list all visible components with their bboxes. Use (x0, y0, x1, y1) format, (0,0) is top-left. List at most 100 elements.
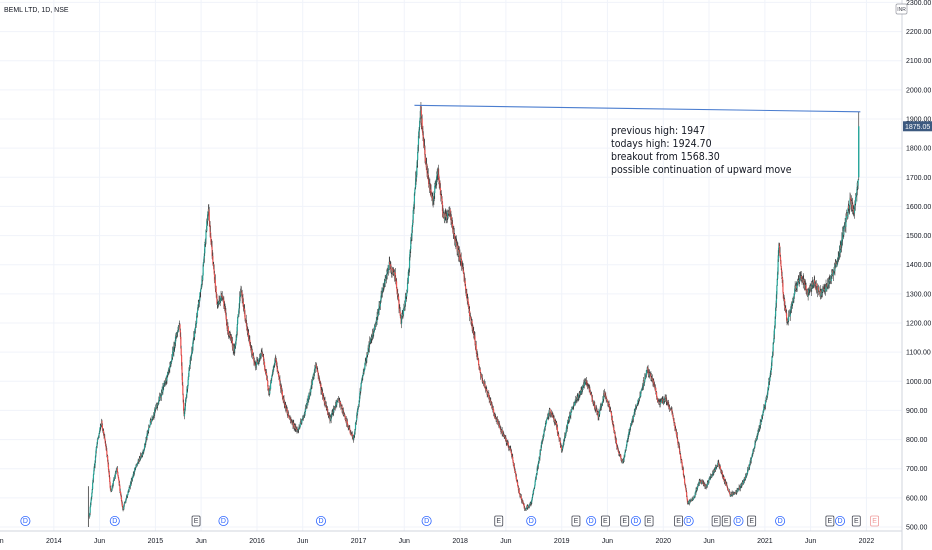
time-axis[interactable]: Jun 2014 Jun 2015 Jun 2016 Jun 2017 Jun 2018 Jun 20… (0, 538, 874, 545)
candle-body (333, 407, 335, 410)
earnings-event-marker[interactable]: E (674, 515, 683, 527)
candle-body (347, 425, 349, 428)
candle-body (502, 433, 505, 435)
candle-body (764, 405, 766, 407)
candle-body (335, 404, 337, 408)
earnings-event-marker[interactable]: E (721, 515, 731, 527)
candle-body (700, 481, 702, 483)
price-tick-label: 1900.00 (906, 117, 931, 124)
dividend-event-marker[interactable]: D (630, 516, 641, 527)
candle-body (701, 480, 703, 484)
candle-body (400, 315, 402, 319)
dividend-event-marker[interactable]: D (775, 516, 786, 527)
candle-body (153, 414, 155, 416)
earnings-event-marker[interactable]: E (600, 515, 610, 527)
candle-body (441, 195, 443, 199)
dividend-event-marker[interactable]: D (315, 516, 326, 527)
earnings-event-marker[interactable]: E (870, 515, 879, 527)
price-tick-label: 1700.00 (906, 175, 931, 182)
candle-body (744, 476, 747, 479)
trendline-drawing[interactable] (414, 104, 861, 113)
price-tick-label: 600.00 (906, 495, 928, 502)
candle-body (195, 325, 197, 328)
earnings-event-marker[interactable]: E (191, 515, 201, 527)
candle-body (614, 438, 617, 441)
candle-body (686, 497, 688, 499)
earnings-event-marker[interactable]: E (747, 515, 757, 527)
candle-body (255, 364, 257, 366)
candle-body (584, 382, 586, 386)
candle-body (751, 454, 753, 458)
candle-body (716, 464, 719, 467)
candle-body (655, 387, 657, 392)
dividend-event-marker[interactable]: D (20, 516, 31, 527)
candle-body (375, 325, 377, 327)
candle-body (582, 384, 585, 387)
candle-body (212, 255, 214, 264)
candle-body (790, 305, 793, 309)
dividend-event-marker[interactable]: D (218, 516, 229, 527)
candle-body (263, 361, 265, 363)
earnings-event-marker[interactable]: E (825, 515, 835, 527)
dividend-event-marker[interactable]: D (835, 516, 846, 527)
candle-body (609, 408, 611, 411)
candle-body (600, 406, 602, 408)
earnings-event-marker[interactable]: E (851, 515, 861, 527)
candle-body (718, 462, 720, 465)
candle-body (96, 446, 98, 448)
dividend-event-marker[interactable]: D (421, 516, 432, 527)
candle-body (705, 485, 707, 487)
candle-body (527, 507, 529, 508)
candle-body (135, 464, 137, 468)
dividend-event-marker[interactable]: D (109, 516, 120, 527)
candle-body (663, 399, 665, 403)
candle-body (596, 410, 598, 413)
candle-body (636, 405, 638, 407)
candle-body (760, 419, 763, 421)
price-axis[interactable]: 500.00 600.00 700.00 800.00 900.00 1000.00 110… (906, 0, 931, 532)
candle-body (808, 288, 810, 291)
candle-body (406, 282, 409, 292)
dividend-event-marker[interactable]: D (526, 516, 537, 527)
candle-body (766, 396, 768, 399)
candle-body (749, 464, 751, 468)
candle-body (772, 351, 774, 356)
earnings-event-marker[interactable]: E (494, 515, 504, 527)
earnings-event-marker[interactable]: E (711, 515, 721, 527)
candle-body (548, 412, 550, 416)
candle-body (733, 493, 735, 495)
candle-body (789, 310, 791, 317)
candle-body (496, 418, 498, 421)
candle-body (660, 401, 662, 405)
candle-body (530, 502, 532, 505)
candle-body (437, 168, 440, 175)
candle-body (765, 400, 767, 401)
candle-body (301, 418, 303, 423)
dividend-event-marker[interactable]: D (683, 516, 694, 527)
candle-body (501, 430, 503, 435)
candle-body (391, 269, 393, 273)
earnings-event-marker[interactable]: E (644, 515, 654, 527)
dividend-event-marker[interactable]: D (586, 516, 597, 527)
candle-body (187, 379, 189, 386)
candle-body (295, 427, 297, 429)
candle-body (336, 401, 338, 405)
candle-body (782, 292, 784, 299)
chart-annotation[interactable]: previous high: 1947 todays high: 1924.70… (611, 125, 792, 176)
candle-body (335, 404, 337, 405)
candle-body (224, 306, 226, 309)
candle-body (611, 416, 613, 418)
candle-body (829, 279, 831, 282)
candle-body (517, 485, 519, 488)
trendline[interactable] (414, 104, 861, 113)
candle-body (724, 480, 726, 482)
candle-body (807, 291, 809, 297)
earnings-event-marker[interactable]: E (571, 515, 581, 527)
candle-body (614, 434, 616, 439)
earnings-event-marker[interactable]: E (620, 515, 630, 527)
dividend-event-marker[interactable]: D (733, 516, 744, 527)
candle-body (779, 256, 782, 261)
candle-body (368, 343, 370, 349)
